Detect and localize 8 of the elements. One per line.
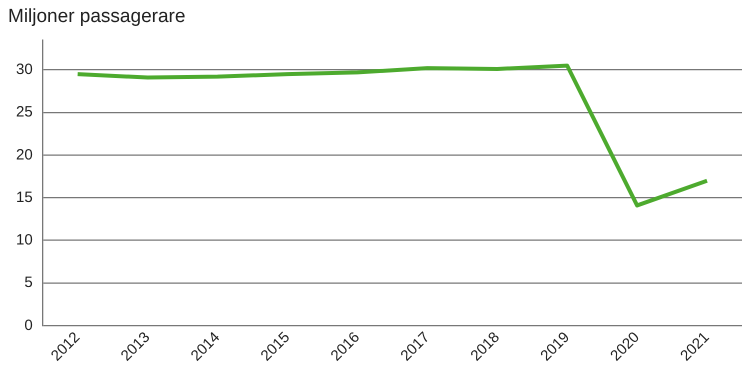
y-tick-label: 10	[16, 232, 33, 249]
y-tick-label: 30	[16, 60, 33, 78]
y-tick-label: 5	[24, 274, 33, 292]
y-tick-label: 0	[24, 316, 33, 334]
y-tick-label: 25	[16, 104, 33, 121]
y-tick-label: 20	[16, 146, 33, 164]
y-tick-label: 15	[16, 188, 33, 206]
chart-title: Miljoner passagerare	[8, 6, 186, 28]
